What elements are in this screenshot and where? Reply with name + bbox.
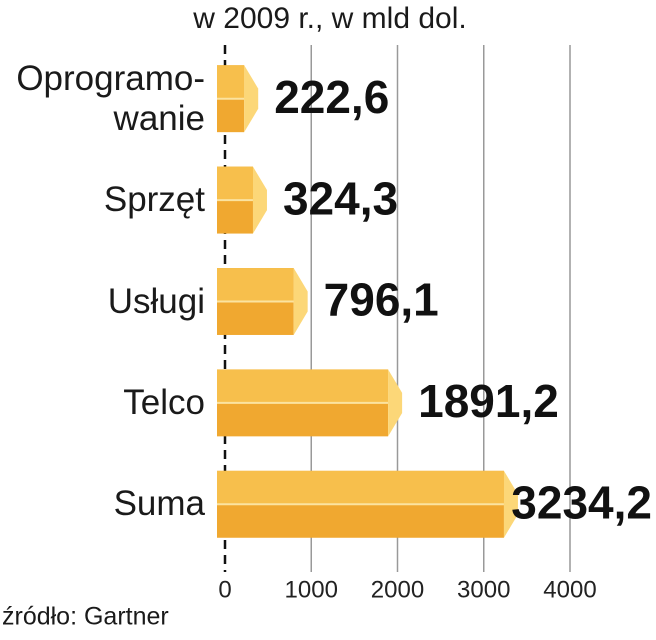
bar-top-face <box>217 268 294 302</box>
category-label: Suma <box>113 484 205 524</box>
bar-top-face <box>217 369 389 403</box>
value-label: 324,3 <box>283 172 398 224</box>
value-label: 796,1 <box>324 274 439 326</box>
bar-top-face <box>217 470 504 505</box>
value-label: 222,6 <box>274 71 389 123</box>
x-tick-label: 1000 <box>285 576 338 603</box>
category-label: Usługi <box>107 281 205 321</box>
x-tick-label: 3000 <box>457 576 510 603</box>
bar-top-face <box>217 65 245 99</box>
bar-cap <box>293 268 308 335</box>
bar-cap <box>503 470 518 538</box>
bar-cap <box>252 166 267 234</box>
category-label: Telco <box>123 382 205 422</box>
x-tick-label: 2000 <box>371 576 424 603</box>
bar-cap <box>388 369 403 437</box>
chart-title: w 2009 r., w mld dol. <box>192 2 466 35</box>
bar-top-face <box>217 166 253 201</box>
value-label: 1891,2 <box>418 375 559 427</box>
value-label: 3234,2 <box>511 476 652 528</box>
source-note: źródło: Gartner <box>2 603 169 631</box>
category-label: Sprzęt <box>103 180 205 220</box>
x-tick-label: 4000 <box>543 576 596 603</box>
bar-cap <box>244 65 259 133</box>
x-tick-label: 0 <box>218 576 231 603</box>
category-label: Oprogramo- wanie <box>16 58 205 138</box>
